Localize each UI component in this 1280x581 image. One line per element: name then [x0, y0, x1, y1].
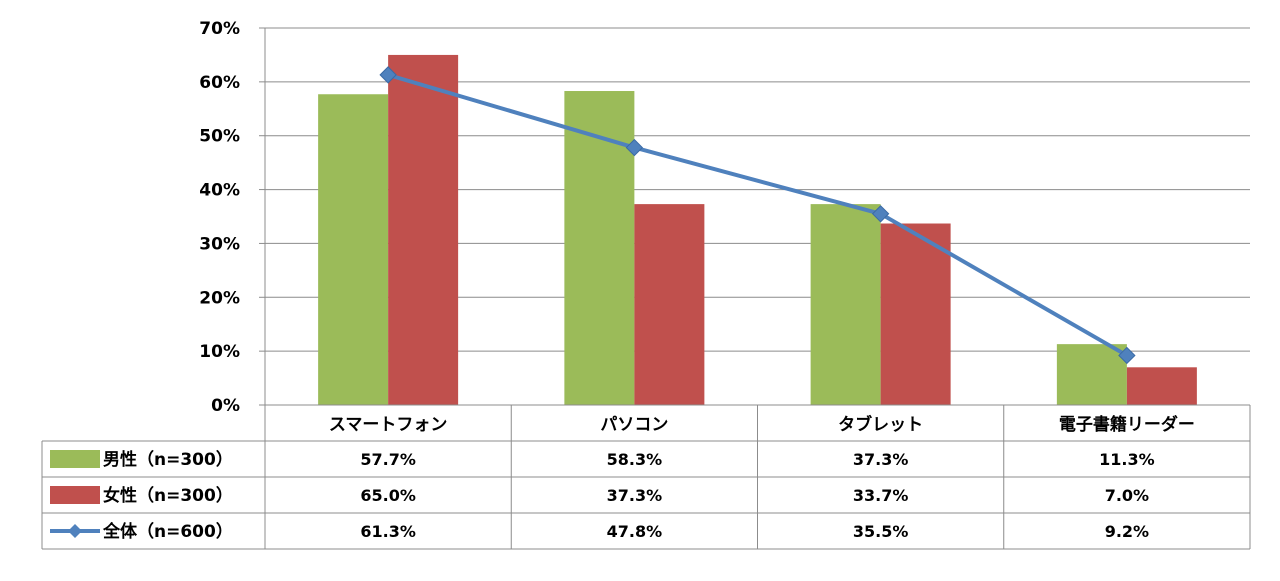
bar-female: [634, 204, 705, 405]
y-tick-label: 10%: [199, 342, 240, 362]
bar-female: [1126, 367, 1197, 405]
total-line: [379, 66, 1136, 365]
point-total: [379, 66, 397, 84]
bar-male: [318, 94, 389, 405]
table-cell-value: 33.7%: [853, 486, 909, 505]
table-cell-value: 47.8%: [607, 522, 663, 541]
table-cell-value: 57.7%: [360, 450, 416, 469]
category-label: スマートフォン: [329, 415, 448, 435]
y-tick-label: 20%: [199, 288, 240, 308]
table-cell-value: 37.3%: [607, 486, 663, 505]
table-cell-value: 65.0%: [360, 486, 416, 505]
table-cell-value: 9.2%: [1105, 522, 1149, 541]
y-axis: 0% 10% 20% 30% 40% 50% 60% 70%: [199, 19, 266, 416]
point-total: [871, 205, 890, 223]
table-cell-value: 37.3%: [853, 450, 909, 469]
table-cell-value: 7.0%: [1105, 486, 1149, 505]
y-tick-label: 70%: [199, 19, 240, 39]
legend-label: 全体（n=600）: [102, 521, 233, 542]
point-total: [1118, 346, 1136, 365]
y-tick-label: 0%: [211, 396, 240, 416]
bars: [318, 54, 1197, 406]
category-label: タブレット: [838, 414, 923, 435]
y-tick-label: 50%: [199, 127, 240, 147]
table-cell-value: 35.5%: [853, 522, 909, 541]
bar-female: [388, 54, 459, 406]
bar-male: [1056, 344, 1127, 405]
category-label: 電子書籍リーダー: [1059, 414, 1195, 435]
y-tick-label: 30%: [199, 234, 240, 254]
point-total: [625, 138, 644, 157]
bar-female: [880, 223, 951, 405]
category-label: パソコン: [600, 415, 668, 435]
legend-label: 女性（n=300）: [103, 485, 233, 506]
table-cell-value: 11.3%: [1099, 450, 1155, 469]
bar-male: [810, 204, 881, 405]
legend-key-male: [50, 450, 100, 468]
legend-label: 男性（n=300）: [103, 449, 233, 470]
table-cell-value: 58.3%: [607, 450, 663, 469]
y-tick-label: 60%: [199, 73, 240, 93]
y-tick-label: 40%: [199, 181, 240, 201]
table-cell-value: 61.3%: [360, 522, 416, 541]
legend-key-total-marker: [68, 524, 82, 538]
series-line-total: [387, 72, 1128, 358]
legend-key-female: [50, 486, 100, 504]
